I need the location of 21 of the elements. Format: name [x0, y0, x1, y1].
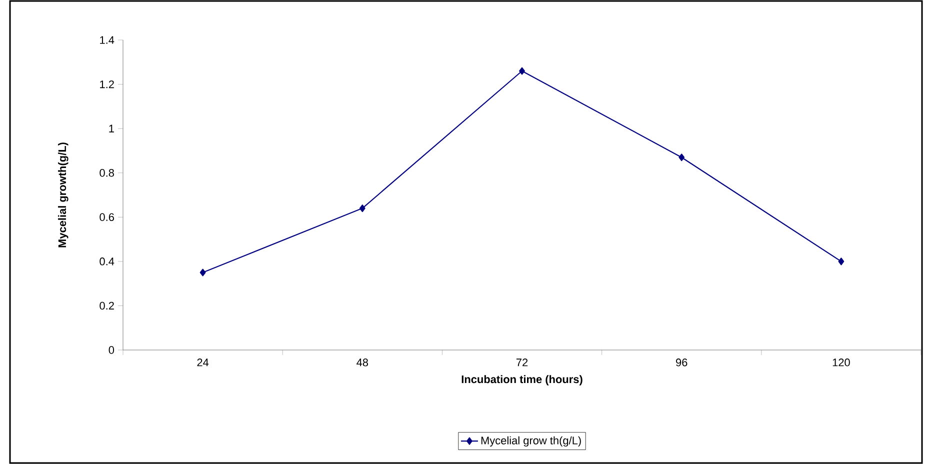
- point: [200, 268, 206, 276]
- point: [678, 154, 685, 162]
- x-tick-label: 96: [676, 358, 688, 366]
- x-tick-label: 48: [356, 358, 368, 366]
- y-tick-label: 1.4: [100, 36, 114, 44]
- y-tick-label: 0.6: [100, 213, 114, 222]
- legend-label: Mycelial grow th(g/L): [481, 436, 581, 447]
- x-tick-label: 72: [516, 358, 528, 366]
- y-axis-title: Mycelial growth(g/L): [58, 142, 68, 248]
- point: [519, 67, 525, 75]
- y-tick-label: 0: [108, 346, 114, 354]
- y-tick-label: 1: [109, 124, 114, 132]
- x-tick-label: 120: [832, 358, 850, 366]
- y-tick-label: 1.2: [100, 80, 114, 88]
- y-tick-label: 0.2: [100, 302, 114, 310]
- y-tick-label: 0.4: [100, 258, 114, 266]
- point: [838, 258, 844, 266]
- x-axis-title: Incubation time (hours): [462, 375, 582, 386]
- point: [359, 204, 366, 212]
- y-tick-label: 0.8: [100, 168, 114, 177]
- x-tick-label: 24: [197, 358, 209, 366]
